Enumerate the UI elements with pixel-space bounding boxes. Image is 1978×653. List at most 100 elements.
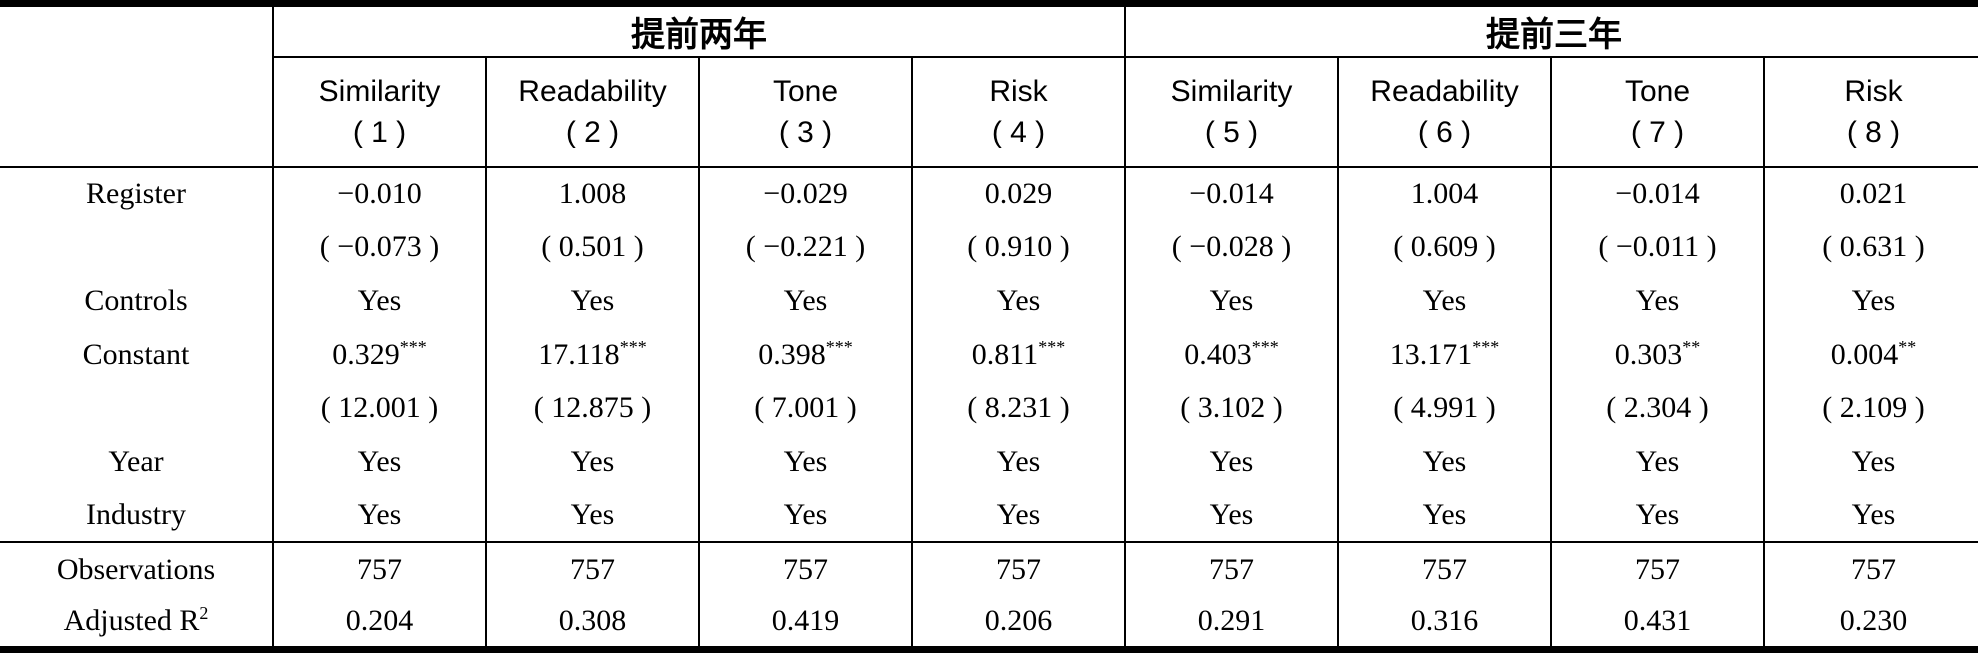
cell-value: ( 2.109 ): [1822, 391, 1925, 425]
cell-value: ( 0.501 ): [541, 230, 644, 264]
cell-value: Yes: [1635, 284, 1680, 318]
data-cell: 0.811***: [911, 327, 1125, 382]
row-label: Observations: [0, 542, 273, 596]
data-cell: Yes: [1550, 488, 1764, 544]
data-cell: 0.398***: [698, 327, 912, 382]
row-label-text: Year: [108, 444, 164, 478]
data-cell: −0.014: [1124, 167, 1338, 221]
column-header-number: ( 8 ): [1846, 116, 1901, 149]
data-cell: 757: [1124, 542, 1338, 596]
data-cell: 757: [698, 542, 912, 596]
data-cell: 0.329***: [272, 327, 486, 382]
row-label: Constant: [0, 328, 273, 382]
cell-value: ( 3.102 ): [1180, 391, 1283, 425]
data-cell: ( 0.631 ): [1763, 220, 1978, 275]
data-cell: 0.303**: [1550, 327, 1764, 382]
data-cell: Yes: [272, 435, 486, 489]
data-cell: ( 8.231 ): [911, 381, 1125, 436]
row-label-text: Constant: [82, 337, 190, 371]
data-cell: Yes: [1337, 488, 1551, 544]
cell-value: 0.329: [332, 337, 400, 371]
group-header-two-years-ahead: 提前两年: [272, 3, 1125, 58]
cell-value: Yes: [996, 284, 1041, 318]
cell-value: Yes: [1851, 284, 1896, 318]
data-cell: −0.010: [272, 167, 486, 221]
table-row: Year Yes Yes Yes Yes Yes Yes Yes Yes: [0, 435, 1978, 489]
cell-value: −0.014: [1615, 177, 1700, 211]
row-label-text: Industry: [86, 497, 186, 531]
cell-value: ( −0.028 ): [1171, 230, 1292, 264]
data-cell: ( −0.028 ): [1124, 220, 1338, 275]
data-cell: 0.403***: [1124, 327, 1338, 382]
column-header-similarity-5: Similarity ( 5 ): [1124, 57, 1338, 168]
cell-value: ( 0.631 ): [1822, 230, 1925, 264]
cell-value: 0.303: [1614, 337, 1683, 371]
data-cell: Yes: [272, 488, 486, 544]
significance-stars: ***: [825, 336, 853, 357]
significance-stars: ***: [399, 336, 427, 357]
column-header-name: Tone: [772, 74, 839, 108]
table-row: ( 12.001 ) ( 12.875 ) ( 7.001 ) ( 8.231 ) ( …: [0, 381, 1978, 436]
data-cell: 13.171***: [1337, 327, 1551, 382]
cell-value: Yes: [1635, 444, 1680, 478]
cell-value: Yes: [783, 444, 828, 478]
data-cell: ( 0.501 ): [485, 220, 699, 275]
column-header-readability-2: Readability ( 2 ): [485, 57, 699, 168]
table-row: Controls Yes Yes Yes Yes Yes Yes Yes Yes: [0, 274, 1978, 328]
cell-value: ( 7.001 ): [754, 391, 857, 425]
column-header-name: Similarity: [318, 74, 441, 108]
cell-value: −0.010: [337, 177, 422, 211]
cell-value: Yes: [357, 284, 402, 318]
significance-stars: ***: [1472, 336, 1500, 357]
data-cell: Yes: [485, 274, 699, 328]
data-cell: 17.118***: [485, 327, 699, 382]
data-cell: ( 7.001 ): [698, 381, 912, 436]
column-header-tone-3: Tone ( 3 ): [698, 57, 912, 168]
cell-value: Yes: [1209, 444, 1254, 478]
cell-value: 0.029: [984, 177, 1053, 211]
cell-value: ( 12.875 ): [533, 391, 652, 425]
data-cell: Yes: [1124, 435, 1338, 489]
data-cell: 0.316: [1337, 595, 1551, 650]
data-cell: 0.204: [272, 595, 486, 650]
cell-value: 0.004: [1830, 337, 1899, 371]
data-cell: 757: [911, 542, 1125, 596]
group-header-row: 提前两年 提前三年: [0, 3, 1978, 168]
data-cell: ( 2.304 ): [1550, 381, 1764, 436]
cell-value: ( 2.304 ): [1606, 391, 1709, 425]
cell-value: −0.014: [1189, 177, 1274, 211]
cell-value: Yes: [570, 444, 615, 478]
row-label: Adjusted R2: [0, 596, 273, 650]
cell-value: ( 8.231 ): [967, 391, 1070, 425]
data-cell: −0.014: [1550, 167, 1764, 221]
data-cell: 757: [1337, 542, 1551, 596]
data-cell: Yes: [272, 274, 486, 328]
cell-value: Yes: [1851, 497, 1896, 531]
cell-value: Yes: [1209, 284, 1254, 318]
cell-value: 0.316: [1410, 603, 1479, 637]
row-label: Register: [0, 167, 273, 221]
column-header-tone-7: Tone ( 7 ): [1550, 57, 1764, 168]
column-header-similarity-1: Similarity ( 1 ): [272, 57, 486, 168]
data-cell: ( −0.073 ): [272, 220, 486, 275]
cell-value: 757: [1422, 552, 1467, 586]
data-cell: ( 12.001 ): [272, 381, 486, 436]
cell-value: Yes: [783, 497, 828, 531]
row-label: Industry: [0, 488, 273, 544]
row-label-text: Controls: [84, 284, 188, 318]
data-cell: ( 3.102 ): [1124, 381, 1338, 436]
cell-value: Yes: [570, 284, 615, 318]
data-cell: 1.004: [1337, 167, 1551, 221]
data-cell: Yes: [485, 488, 699, 544]
cell-value: −0.029: [763, 177, 848, 211]
cell-value: 757: [1851, 552, 1896, 586]
cell-value: 757: [996, 552, 1041, 586]
data-cell: 0.004**: [1763, 327, 1978, 382]
cell-value: Yes: [783, 284, 828, 318]
data-cell: ( −0.011 ): [1550, 220, 1764, 275]
column-header-name: Readability: [518, 74, 667, 108]
significance-stars: ***: [1038, 336, 1066, 357]
data-cell: Yes: [911, 435, 1125, 489]
